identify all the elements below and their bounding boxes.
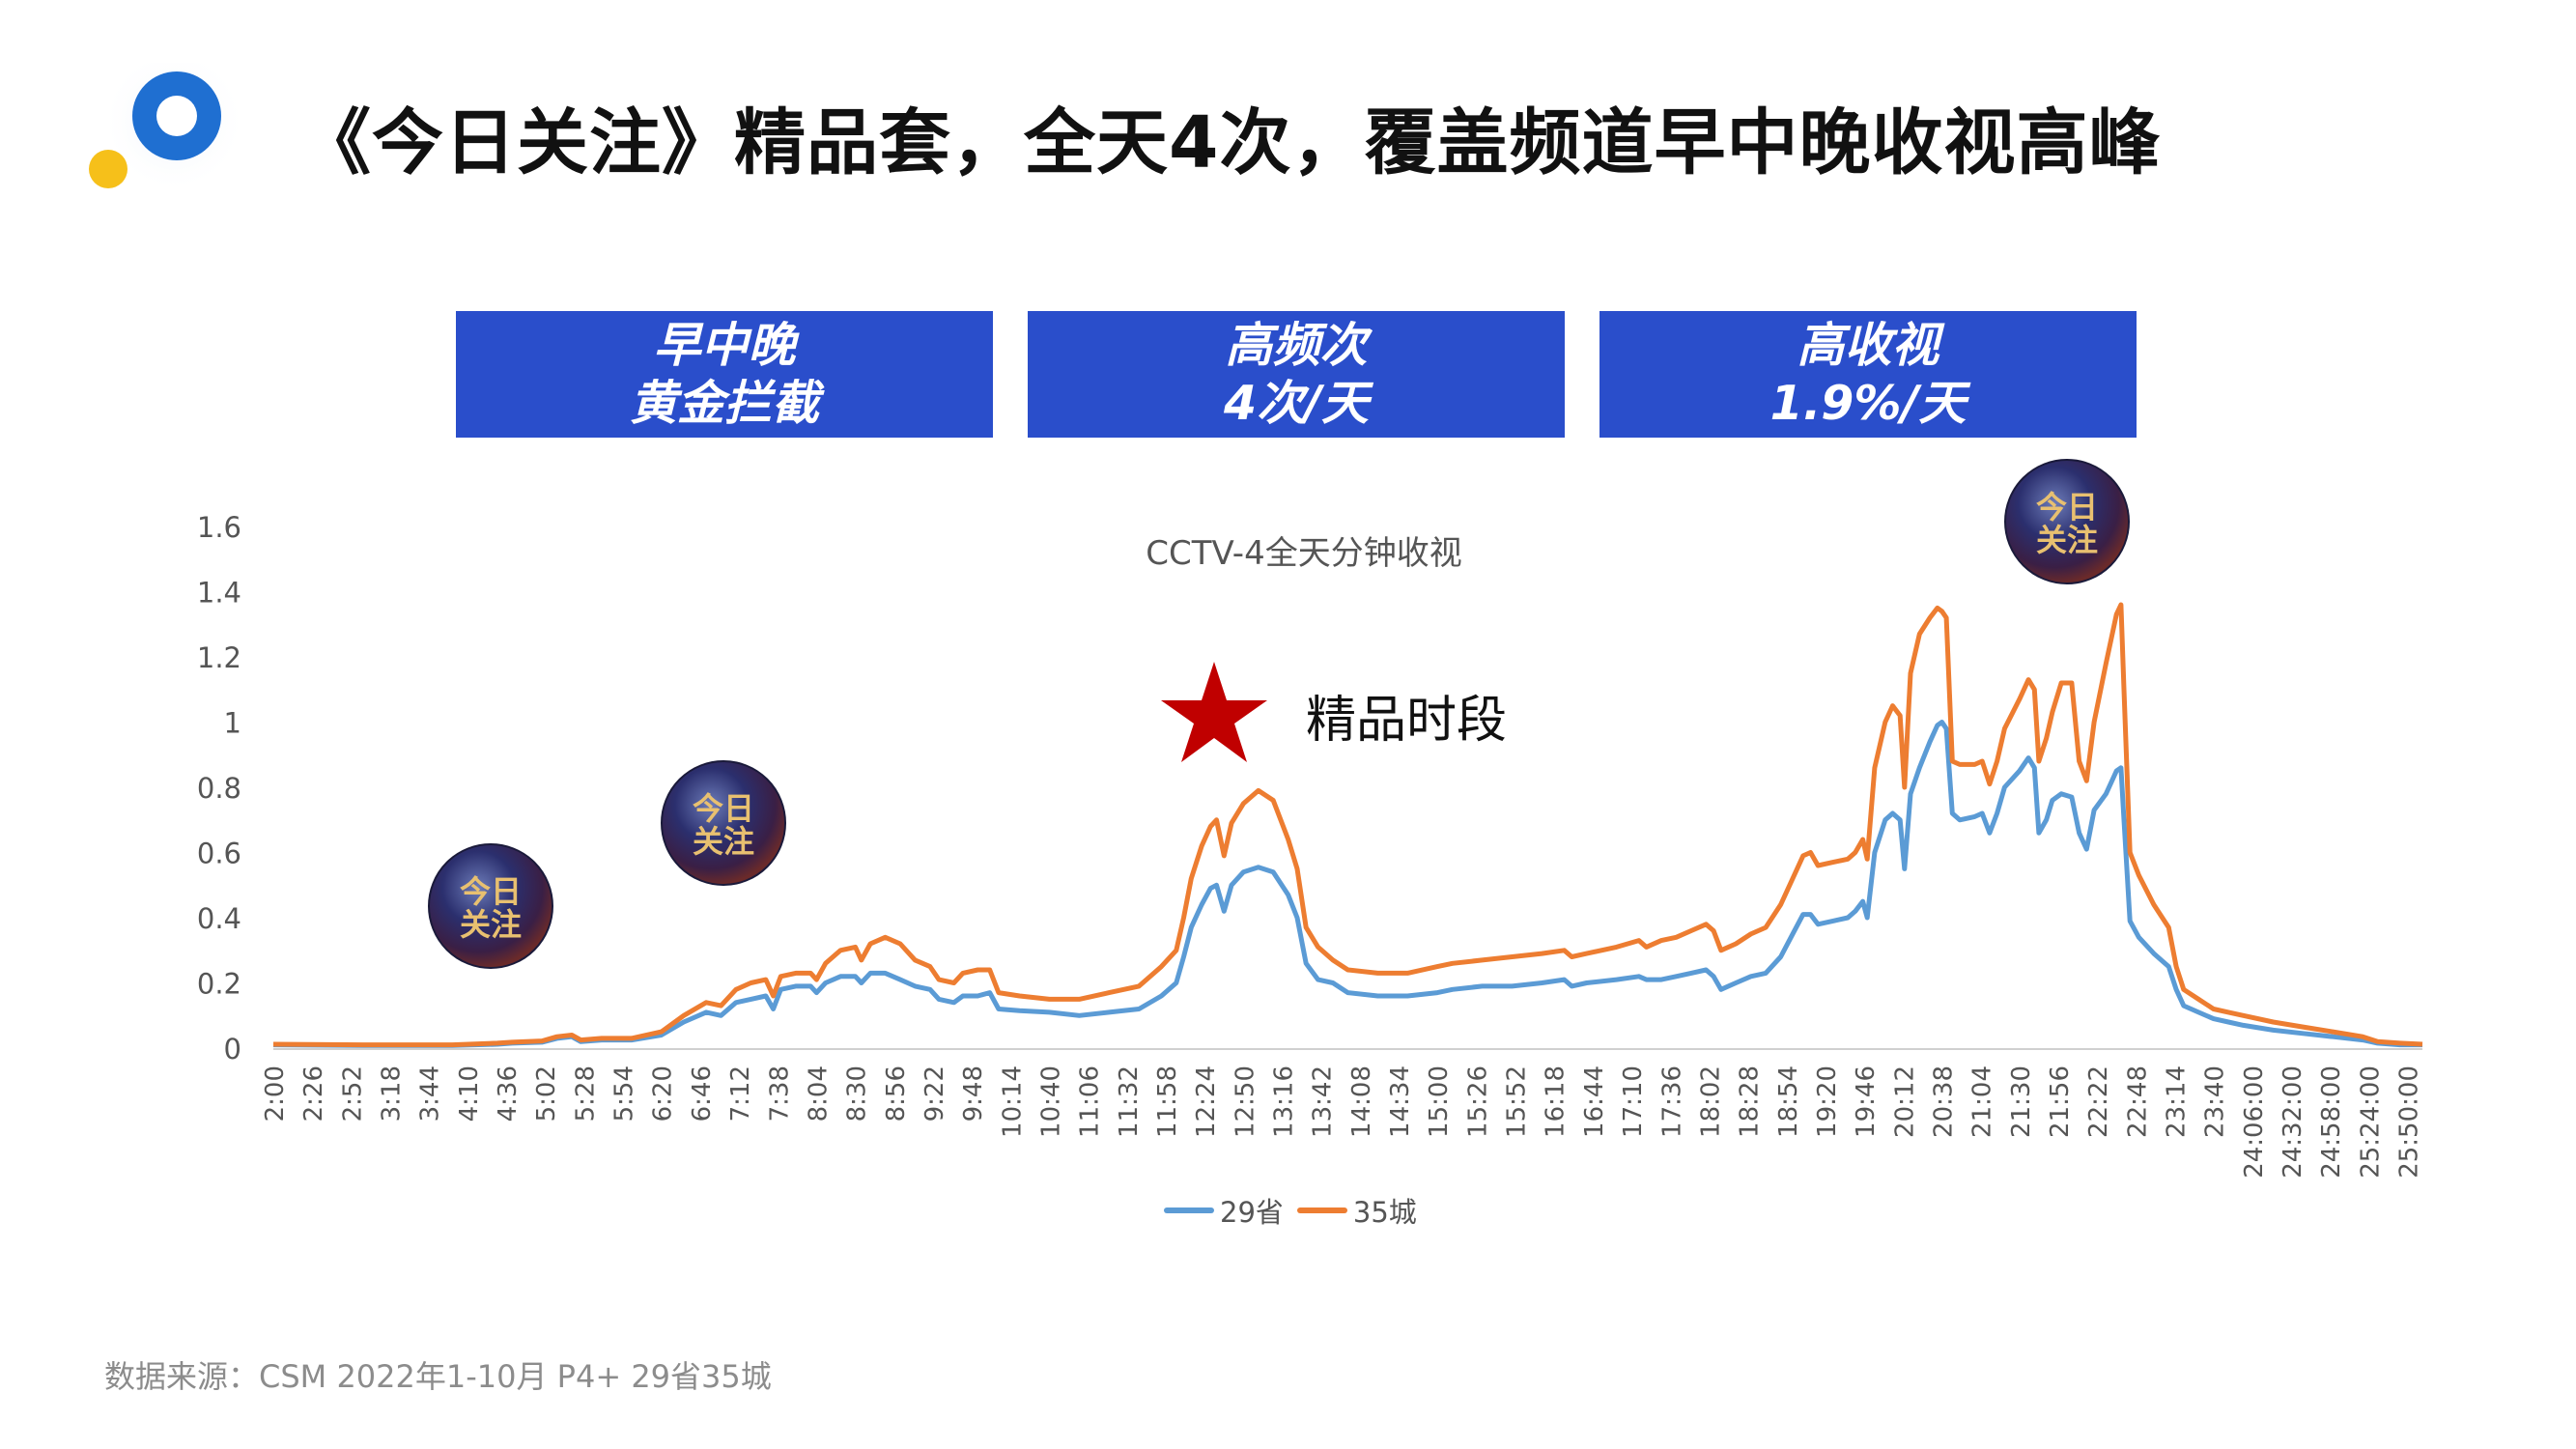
y-tick-label: 0: [224, 1033, 241, 1065]
x-tick-label: 18:54: [1774, 1065, 1803, 1138]
chart-title: CCTV-4全天分钟收视: [1146, 534, 1461, 573]
x-tick-label: 12:50: [1231, 1065, 1260, 1138]
badge-text: 关注: [693, 823, 754, 860]
x-tick-label: 11:58: [1153, 1065, 1182, 1138]
annotation-label: 精品时段: [1306, 692, 1508, 750]
legend-item-35: 35城: [1296, 1190, 1417, 1231]
star-icon: [1161, 662, 1267, 762]
feature-box-subtitle: 4次/天: [1224, 375, 1369, 431]
x-tick-label: 18:02: [1696, 1065, 1725, 1138]
x-tick-label: 5:28: [571, 1065, 600, 1122]
badge-text: 今日: [2036, 489, 2098, 526]
y-tick-label: 1.4: [197, 577, 241, 610]
x-tick-label: 25:50:00: [2395, 1065, 2424, 1179]
x-tick-label: 17:10: [1619, 1065, 1648, 1138]
x-tick-label: 14:34: [1386, 1065, 1415, 1138]
x-tick-label: 2:00: [261, 1065, 290, 1122]
x-tick-label: 16:44: [1580, 1065, 1609, 1138]
x-tick-label: 15:00: [1425, 1065, 1454, 1138]
y-tick-label: 0.4: [197, 902, 241, 935]
badge-text: 关注: [460, 906, 522, 943]
x-tick-label: 23:40: [2201, 1065, 2230, 1138]
badge-text: 今日: [693, 790, 754, 827]
feature-box-title: 高收视: [1797, 317, 1939, 373]
x-tick-label: 13:42: [1309, 1065, 1338, 1138]
x-tick-label: 9:48: [959, 1065, 988, 1122]
brand-logo-icon: [89, 63, 246, 193]
series-line-35: [272, 602, 2423, 1048]
x-tick-label: 9:22: [920, 1065, 949, 1122]
legend-swatch: [1164, 1208, 1214, 1213]
x-tick-label: 3:44: [416, 1065, 445, 1122]
x-tick-label: 15:26: [1463, 1065, 1492, 1138]
page-title: 《今日关注》精品套，全天4次，覆盖频道早中晚收视高峰: [299, 101, 2162, 185]
badge-text: 今日: [460, 873, 522, 910]
x-tick-label: 21:56: [2046, 1065, 2075, 1138]
x-tick-label: 22:48: [2123, 1065, 2152, 1138]
x-tick-label: 20:38: [1929, 1065, 1958, 1138]
x-tick-label: 6:46: [688, 1065, 717, 1122]
x-tick-label: 13:16: [1270, 1065, 1299, 1138]
x-tick-label: 15:52: [1503, 1065, 1532, 1138]
x-tick-label: 17:36: [1657, 1065, 1686, 1138]
y-tick-label: 1.2: [197, 641, 241, 674]
x-tick-label: 10:14: [998, 1065, 1027, 1138]
x-tick-label: 11:32: [1115, 1065, 1144, 1138]
x-tick-label: 11:06: [1076, 1065, 1105, 1138]
x-tick-label: 4:10: [455, 1065, 484, 1122]
x-tick-label: 22:22: [2084, 1065, 2113, 1138]
feature-box-frequency: 高频次 4次/天: [1028, 311, 1565, 438]
x-tick-label: 8:04: [804, 1065, 833, 1122]
x-tick-label: 14:08: [1347, 1065, 1376, 1138]
feature-box-title: 高频次: [1225, 317, 1368, 373]
x-tick-label: 5:54: [610, 1065, 639, 1122]
legend-item-29: 29省: [1164, 1190, 1284, 1231]
x-tick-label: 8:56: [882, 1065, 911, 1122]
feature-box-subtitle: 1.9%/天: [1769, 375, 1967, 431]
feature-box-title: 早中晚: [653, 317, 796, 373]
x-tick-label: 7:38: [765, 1065, 794, 1122]
feature-box-morning-noon-night: 早中晚 黄金拦截: [456, 311, 993, 438]
program-logo-badge-icon: 今日关注: [428, 843, 553, 969]
program-logo-badge-icon: 今日关注: [661, 760, 786, 886]
x-tick-label: 10:40: [1036, 1065, 1065, 1138]
series-line-29: [272, 720, 2422, 1048]
x-tick-label: 3:18: [378, 1065, 407, 1122]
x-tick-label: 25:24:00: [2356, 1065, 2385, 1179]
program-logo-badge-icon: 今日关注: [2004, 459, 2130, 584]
legend-label: 29省: [1220, 1196, 1284, 1229]
x-tick-label: 23:14: [2163, 1065, 2192, 1138]
x-tick-label: 16:18: [1542, 1065, 1571, 1138]
y-tick-label: 0.2: [197, 968, 241, 1001]
x-tick-label: 7:12: [726, 1065, 755, 1122]
x-tick-label: 2:52: [338, 1065, 367, 1122]
y-tick-label: 1.6: [197, 511, 241, 544]
x-tick-label: 21:30: [2007, 1065, 2036, 1138]
x-tick-label: 4:36: [494, 1065, 523, 1122]
feature-box-rating: 高收视 1.9%/天: [1599, 311, 2137, 438]
y-tick-label: 0.8: [197, 772, 241, 805]
x-tick-label: 21:04: [1968, 1065, 1997, 1138]
x-tick-label: 19:20: [1813, 1065, 1842, 1138]
x-tick-label: 18:28: [1736, 1065, 1765, 1138]
x-tick-label: 2:26: [299, 1065, 328, 1122]
x-tick-label: 24:58:00: [2317, 1065, 2346, 1179]
x-tick-label: 24:32:00: [2279, 1065, 2307, 1179]
x-tick-label: 5:02: [532, 1065, 561, 1122]
x-tick-label: 20:12: [1890, 1065, 1919, 1138]
x-tick-label: 24:06:00: [2240, 1065, 2269, 1179]
badge-text: 关注: [2036, 522, 2098, 558]
x-tick-label: 19:46: [1852, 1065, 1881, 1138]
feature-box-subtitle: 黄金拦截: [629, 375, 819, 431]
x-tick-label: 8:30: [843, 1065, 872, 1122]
chart-legend: 29省 35城: [1164, 1191, 1417, 1230]
y-tick-label: 0.6: [197, 838, 241, 870]
x-tick-label: 12:24: [1192, 1065, 1221, 1138]
x-tick-label: 6:20: [649, 1065, 678, 1122]
legend-label: 35城: [1352, 1196, 1417, 1229]
y-tick-label: 1: [224, 707, 241, 740]
data-source-note: 数据来源：CSM 2022年1-10月 P4+ 29省35城: [104, 1358, 772, 1395]
legend-swatch: [1296, 1208, 1347, 1213]
